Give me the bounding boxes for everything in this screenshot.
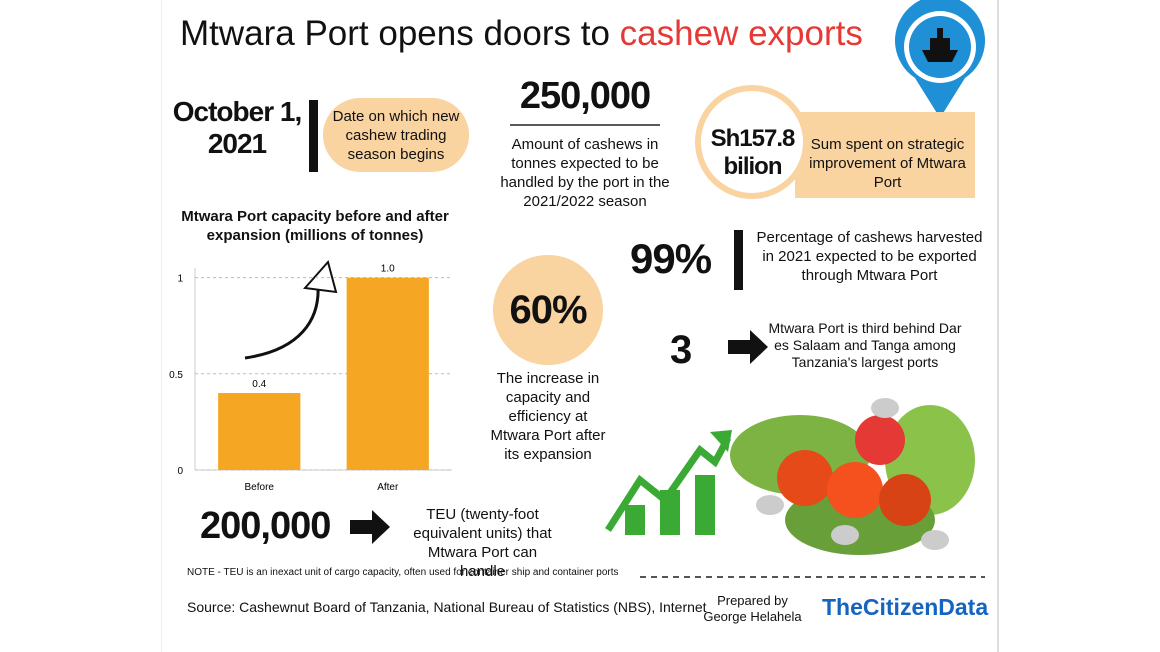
circle [493,255,603,365]
stat-label: Amount of cashews in tonnes expected to … [500,136,670,210]
stat-value: October 1, 2021 [172,96,302,159]
bar [218,393,301,470]
stat-value: Sh157.8 bilion [710,125,796,180]
chart-title: Mtwara Port capacity before and after ex… [181,208,449,244]
cashew-image [730,398,975,555]
pill [323,98,469,172]
title: Mtwara Port opens doors to cashew export… [180,14,863,54]
box [795,112,975,198]
stat-label: TEU (twenty-foot equivalent units) that … [413,506,552,580]
bar [346,277,429,470]
stat-value: 99% [630,235,712,282]
stat-value: 60% [509,288,587,332]
value-label: 1.0 [381,264,395,275]
x-tick-label: Before [245,482,275,493]
ship-icon [895,0,985,118]
arrow [350,510,390,544]
curved-arrow [244,284,320,360]
y-tick-label: 0.5 [169,370,183,381]
stat-label: Mtwara Port is third behind Dar es Salaa… [768,320,962,370]
brand: TheCitizenData [822,594,989,620]
curved-arrow-head [303,259,338,294]
title-highlight: cashew exports [619,14,863,53]
title-lead: Mtwara Port opens doors to [180,14,610,53]
credit: Prepared by George Helahela [703,593,802,624]
stat-label: The increase in capacity and efficiency … [490,370,606,463]
stat-label: Sum spent on strategic improvement of Mt… [809,136,966,191]
bar-accent [309,100,318,172]
stat-value: 3 [670,328,692,372]
y-tick-label: 0 [177,466,183,477]
stat-label: Percentage of cashews harvested in 2021 … [756,229,983,284]
source: Source: Cashewnut Board of Tanzania, Nat… [187,599,707,615]
growth-icon [605,430,732,535]
arrow [728,330,768,364]
note: NOTE - TEU is an inexact unit of cargo c… [187,567,619,578]
value-label: 0.4 [252,379,266,390]
x-tick-label: After [377,482,399,493]
y-tick-label: 1 [177,274,183,285]
bar-accent [734,230,743,290]
stat-value: 250,000 [519,75,651,117]
stat-value: 200,000 [200,505,331,547]
page-edge [161,0,162,652]
stat-label: Date on which new cashew trading season … [332,108,460,163]
ring [695,85,809,199]
